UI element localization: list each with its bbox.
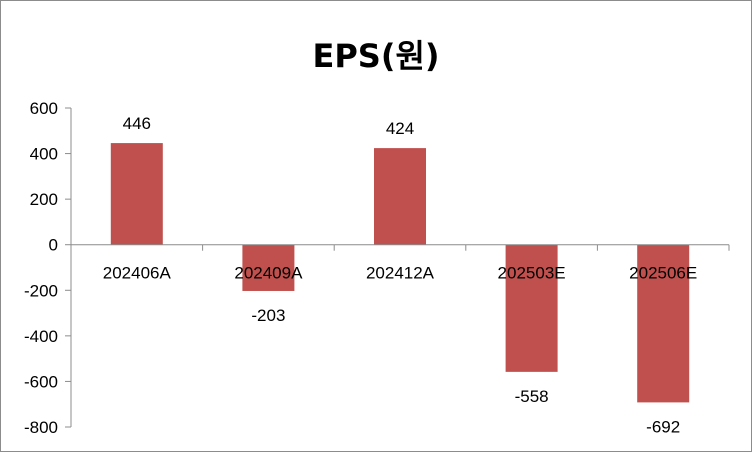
y-tick-label: -400 (24, 327, 58, 346)
data-label: -558 (515, 387, 549, 406)
bar-202412A (374, 148, 426, 245)
bar-202506E (637, 244, 690, 403)
y-tick-label: -200 (24, 281, 58, 300)
y-tick-label: 400 (30, 145, 58, 164)
chart-title: EPS(원) (312, 37, 440, 75)
data-label: 424 (386, 119, 414, 138)
x-tick-label: 202406A (103, 264, 172, 283)
y-tick-label: -800 (24, 418, 58, 437)
x-tick-label: 202412A (366, 264, 435, 283)
bar-202409A (242, 244, 295, 291)
y-tick-label: -600 (24, 372, 58, 391)
bar-202503E (505, 244, 558, 372)
x-tick-label: 202506E (629, 264, 697, 283)
x-tick-label: 202503E (498, 264, 566, 283)
bar-202406A (110, 143, 163, 245)
data-label: -203 (251, 306, 285, 325)
y-tick-label: 600 (30, 99, 58, 118)
y-tick-label: 0 (49, 236, 58, 255)
x-tick-label: 202409A (234, 264, 303, 283)
data-label: -692 (646, 417, 680, 436)
data-label: 446 (123, 114, 151, 133)
y-tick-label: 200 (30, 190, 58, 209)
